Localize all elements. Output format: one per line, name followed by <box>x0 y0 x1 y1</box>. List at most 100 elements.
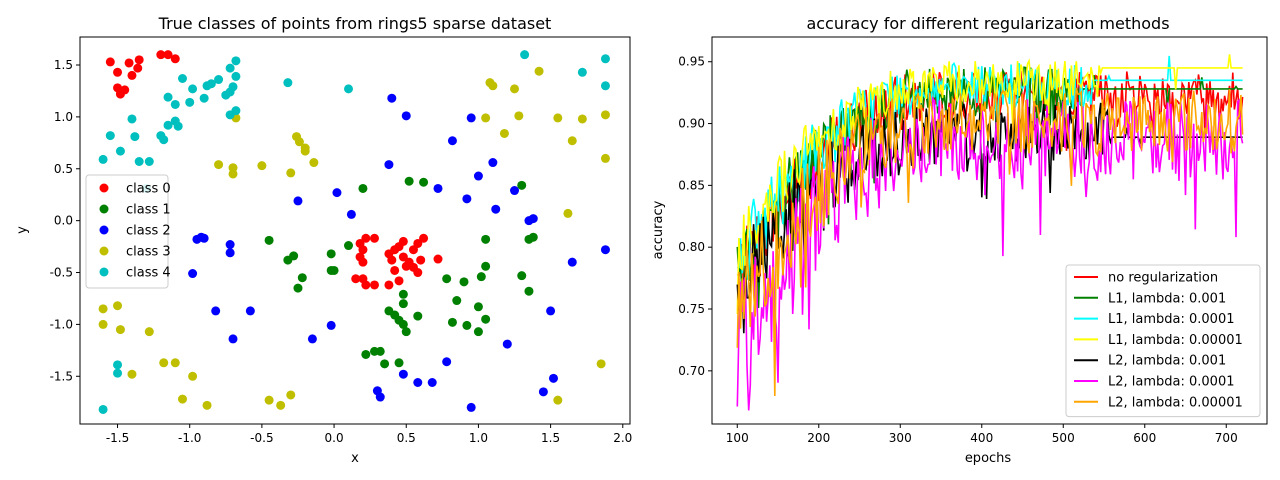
scatter-point-class-0 <box>120 85 130 95</box>
scatter-point-class-1 <box>404 176 414 186</box>
line-xtick-label: 500 <box>1052 431 1075 445</box>
line-ytick-label: 0.75 <box>678 302 705 316</box>
scatter-point-class-4 <box>113 368 123 378</box>
scatter-point-class-2 <box>488 158 498 168</box>
scatter-point-class-1 <box>297 273 307 283</box>
scatter-point-class-2 <box>466 113 476 123</box>
scatter-legend-marker <box>99 225 109 235</box>
scatter-point-class-1 <box>481 261 491 271</box>
scatter-point-class-3 <box>115 325 125 335</box>
scatter-xtick-label: -1.5 <box>106 431 129 445</box>
scatter-point-class-0 <box>105 57 115 67</box>
scatter-point-class-4 <box>228 82 238 92</box>
scatter-ytick-label: -1.0 <box>50 317 73 331</box>
scatter-point-class-1 <box>481 234 491 244</box>
scatter-point-class-0 <box>170 54 180 64</box>
scatter-point-class-2 <box>433 183 443 193</box>
scatter-point-class-2 <box>401 111 411 121</box>
line-xtick-label: 300 <box>889 431 912 445</box>
scatter-point-class-3 <box>309 158 319 168</box>
scatter-point-class-3 <box>113 301 123 311</box>
line-ytick-label: 0.70 <box>678 364 705 378</box>
scatter-plot-frame <box>79 36 631 425</box>
scatter-point-class-1 <box>452 296 462 306</box>
scatter-point-class-0 <box>433 254 443 264</box>
scatter-point-class-1 <box>462 320 472 330</box>
line-xtick-label: 400 <box>970 431 993 445</box>
scatter-point-class-1 <box>361 349 371 359</box>
scatter-point-class-3 <box>567 136 577 146</box>
scatter-point-class-0 <box>358 245 368 255</box>
scatter-point-class-4 <box>163 92 173 102</box>
scatter-plot-area <box>80 37 630 424</box>
scatter-point-class-4 <box>98 154 108 164</box>
scatter-legend-marker <box>99 204 109 214</box>
scatter-point-class-4 <box>283 78 293 88</box>
scatter-point-class-0 <box>398 252 408 262</box>
scatter-point-class-3 <box>286 168 296 178</box>
scatter-point-class-2 <box>538 387 548 397</box>
scatter-point-class-2 <box>567 257 577 267</box>
scatter-ytick-label: 0.5 <box>54 162 73 176</box>
scatter-point-class-4 <box>177 74 187 84</box>
scatter-point-class-1 <box>473 327 483 337</box>
scatter-point-class-1 <box>447 317 457 327</box>
line-series-6 <box>736 87 1244 397</box>
scatter-point-class-3 <box>534 66 544 76</box>
scatter-point-class-3 <box>127 369 137 379</box>
line-legend-label: L2, lambda: 0.0001 <box>1108 375 1235 390</box>
scatter-xtick-label: 1.5 <box>541 431 560 445</box>
scatter-point-class-0 <box>134 55 144 65</box>
scatter-point-class-4 <box>206 79 216 89</box>
scatter-point-class-4 <box>231 56 241 66</box>
scatter-point-class-3 <box>600 110 610 120</box>
scatter-point-class-3 <box>514 111 524 121</box>
scatter-legend-label: class 1 <box>126 203 171 218</box>
scatter-point-class-4 <box>127 114 137 124</box>
scatter-point-class-2 <box>510 186 520 196</box>
scatter-point-class-2 <box>600 245 610 255</box>
line-xlabel: epochs <box>965 451 1012 466</box>
line-title: accuracy for different regularization me… <box>806 14 1169 33</box>
scatter-point-class-3 <box>481 113 491 123</box>
scatter-point-class-2 <box>228 334 238 344</box>
scatter-point-class-1 <box>476 272 486 282</box>
scatter-point-class-3 <box>177 394 187 404</box>
scatter-ytick-label: 0.0 <box>54 214 73 228</box>
scatter-point-class-4 <box>98 404 108 414</box>
line-plot-frame <box>711 36 1268 425</box>
scatter-point-class-1 <box>524 286 534 296</box>
scatter-point-class-3 <box>202 400 212 410</box>
scatter-point-class-0 <box>113 67 123 77</box>
line-legend-label: L2, lambda: 0.001 <box>1108 354 1226 369</box>
scatter-point-class-2 <box>442 357 452 367</box>
scatter-point-class-3 <box>553 395 563 405</box>
scatter-point-class-2 <box>548 373 558 383</box>
scatter-point-class-2 <box>491 204 501 214</box>
scatter-point-class-0 <box>361 233 371 243</box>
scatter-point-class-4 <box>173 121 183 131</box>
scatter-point-class-0 <box>358 257 368 267</box>
scatter-point-class-2 <box>413 377 423 387</box>
scatter-point-class-3 <box>596 359 606 369</box>
scatter-point-class-4 <box>170 99 180 109</box>
scatter-point-class-1 <box>289 251 299 261</box>
scatter-point-class-4 <box>199 93 209 103</box>
scatter-point-class-1 <box>398 299 408 309</box>
line-xtick-label: 100 <box>726 431 749 445</box>
scatter-point-class-2 <box>293 196 303 206</box>
scatter-point-class-1 <box>326 249 336 259</box>
scatter-point-class-4 <box>577 67 587 77</box>
scatter-point-class-1 <box>344 241 354 251</box>
scatter-point-class-4 <box>134 157 144 167</box>
line-ylabel: accuracy <box>651 200 666 259</box>
scatter-point-class-4 <box>130 132 140 142</box>
scatter-ytick-label: -1.5 <box>50 369 73 383</box>
scatter-point-class-3 <box>170 358 180 368</box>
scatter-point-class-4 <box>144 157 154 167</box>
scatter-point-class-4 <box>159 135 169 145</box>
scatter-point-class-2 <box>199 233 209 243</box>
scatter-point-class-0 <box>127 70 137 80</box>
scatter-ytick-label: -0.5 <box>50 266 73 280</box>
scatter-point-class-4 <box>225 110 235 120</box>
